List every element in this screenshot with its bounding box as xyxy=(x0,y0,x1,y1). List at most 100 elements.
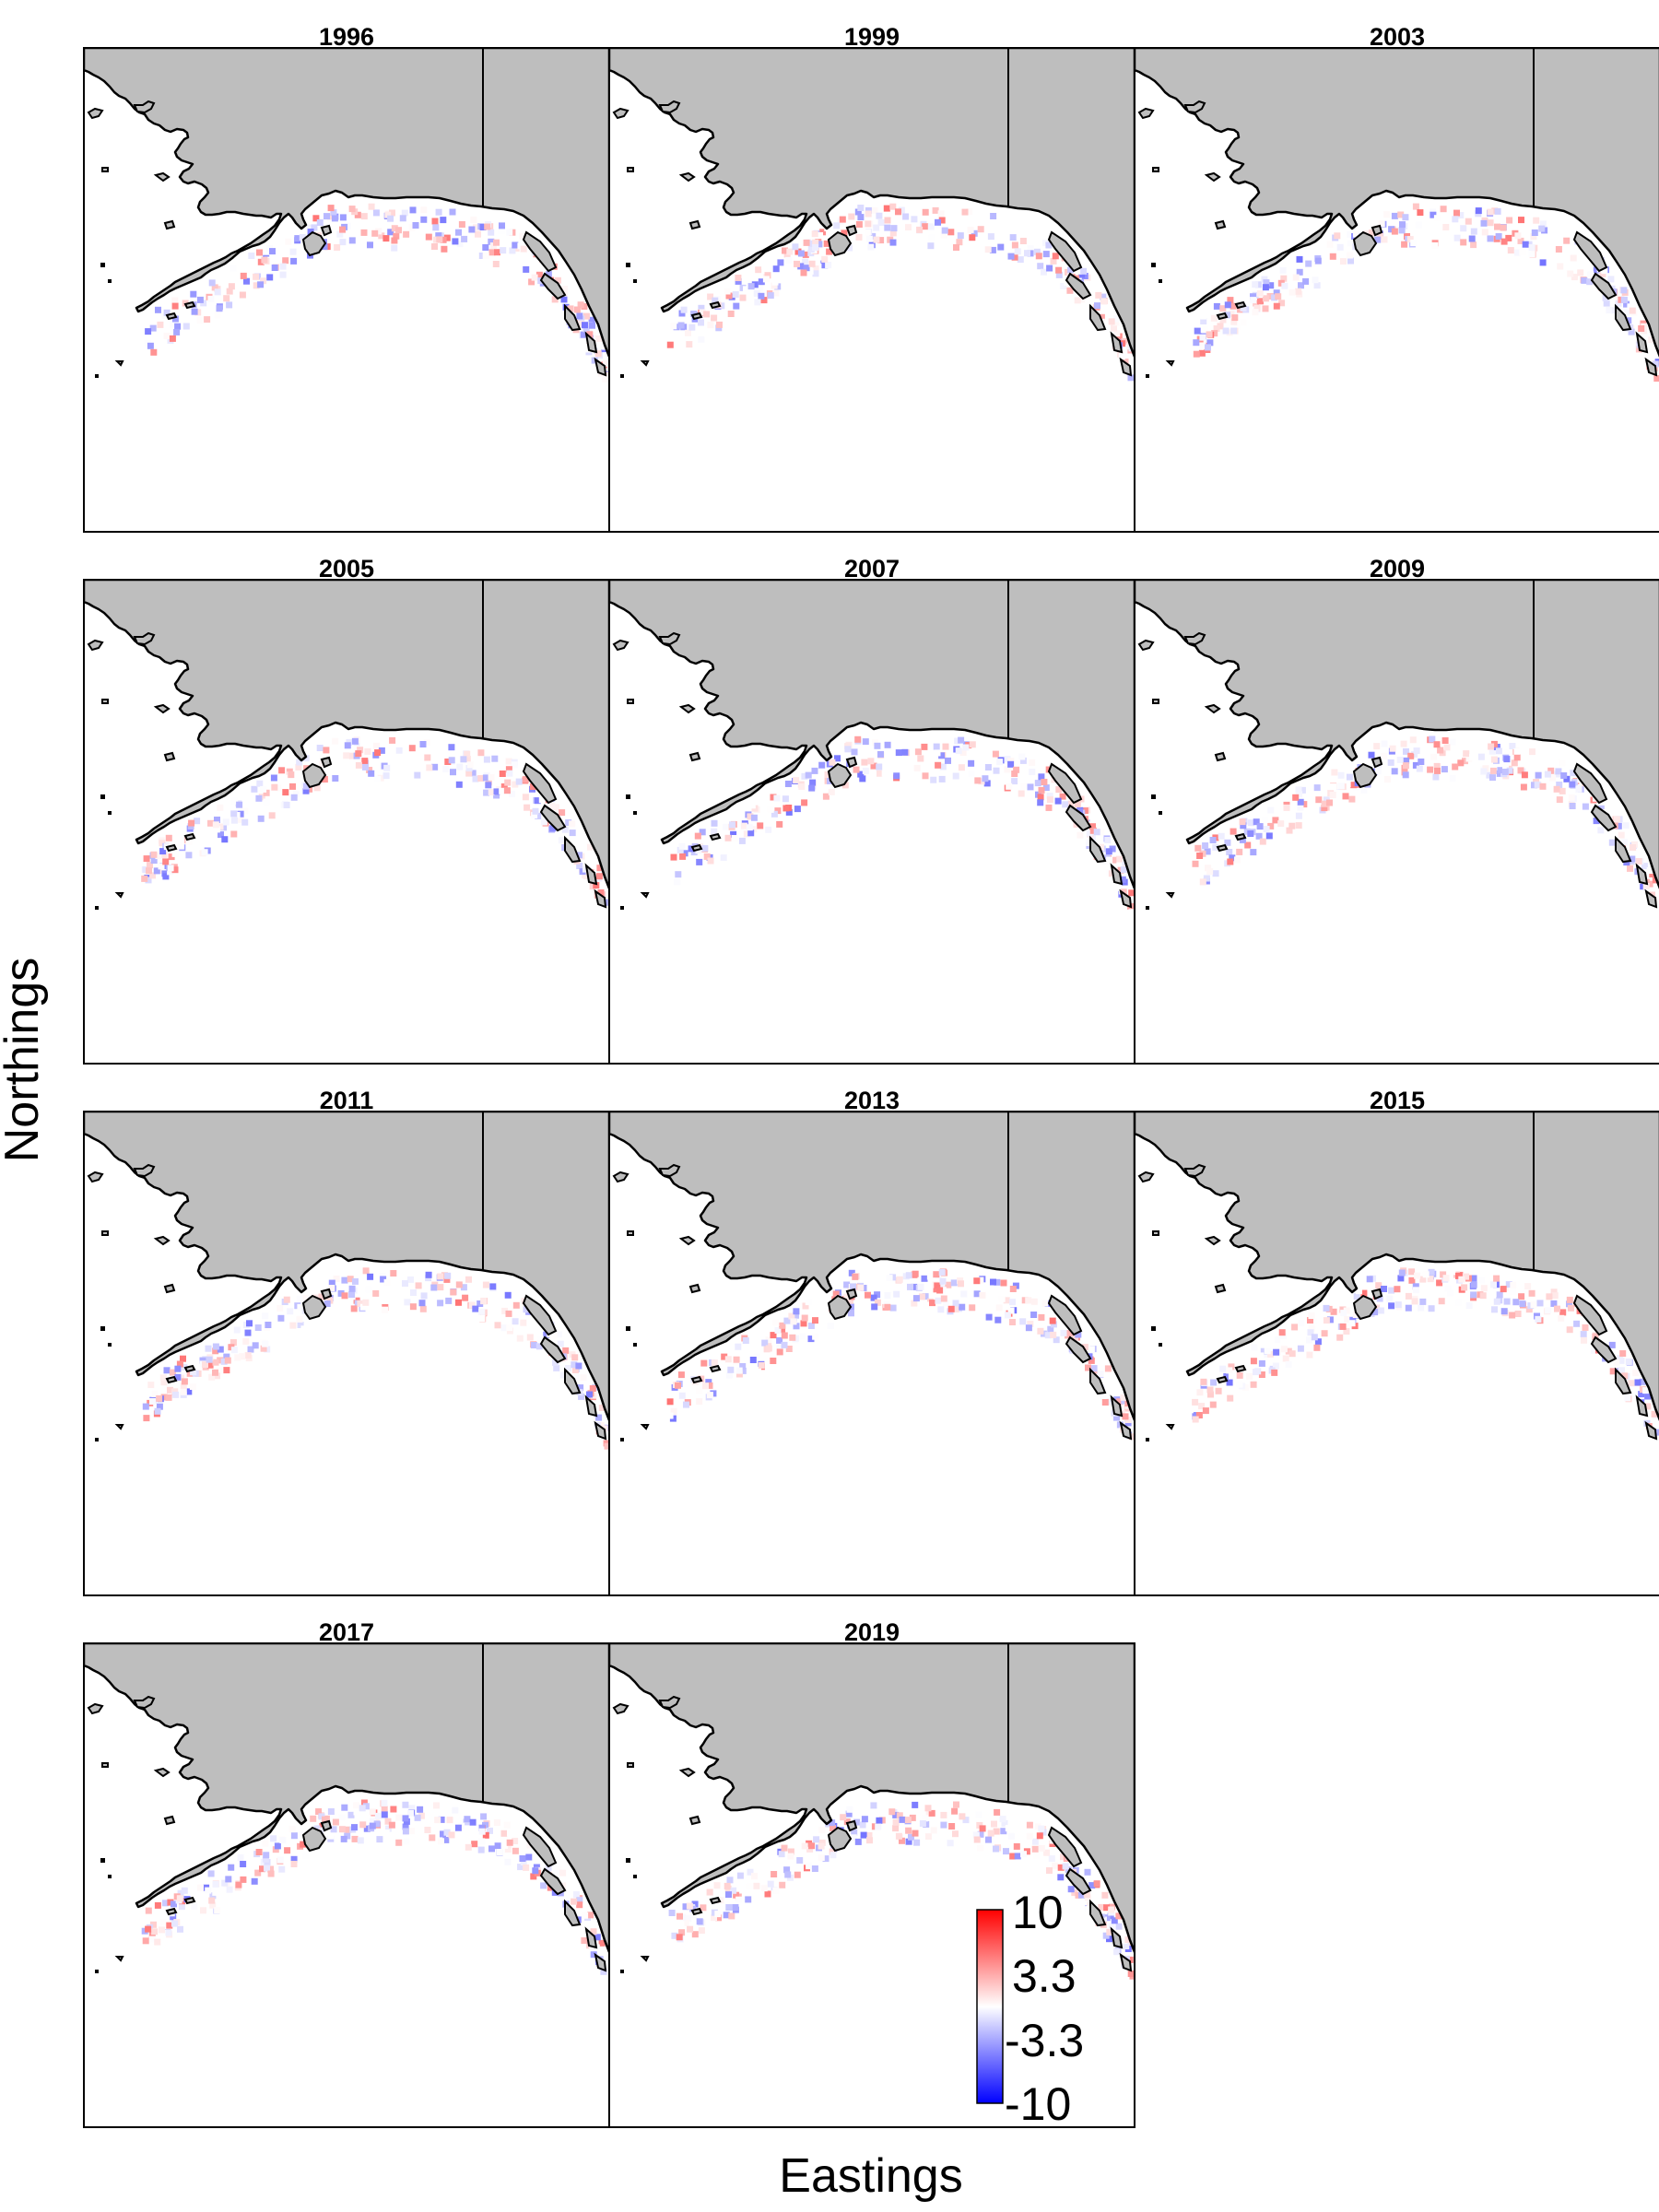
residual-cell xyxy=(1547,235,1555,242)
residual-cell xyxy=(597,1422,605,1430)
residual-cell xyxy=(1547,767,1555,774)
residual-cell xyxy=(292,791,300,798)
residual-cell xyxy=(813,1836,820,1843)
residual-cell xyxy=(151,1928,159,1936)
residual-cell xyxy=(458,221,465,228)
residual-cell xyxy=(395,1814,403,1821)
residual-cell xyxy=(1280,1332,1287,1339)
residual-cell xyxy=(770,794,777,801)
residual-cell xyxy=(1100,863,1108,870)
residual-cell xyxy=(1402,214,1409,221)
residual-cell xyxy=(448,1831,455,1839)
residual-cell xyxy=(240,1876,247,1883)
residual-cell xyxy=(1518,1293,1525,1300)
residual-cell xyxy=(1613,1359,1620,1366)
residual-cell xyxy=(1347,240,1354,247)
residual-cell xyxy=(1553,785,1560,793)
residual-cell xyxy=(165,834,172,841)
residual-cell xyxy=(165,1929,172,1936)
residual-cell xyxy=(1463,1273,1469,1280)
residual-cell xyxy=(1222,327,1230,335)
map-panel: 2005 xyxy=(83,555,610,1065)
residual-cell xyxy=(438,1838,444,1845)
residual-cell xyxy=(994,1316,1002,1324)
residual-cell xyxy=(731,835,738,841)
residual-cell xyxy=(395,1839,403,1846)
residual-cell xyxy=(1494,207,1501,215)
residual-cell xyxy=(1250,1381,1257,1388)
residual-cell xyxy=(1640,883,1647,890)
residual-cell xyxy=(1202,842,1209,849)
residual-cell xyxy=(1267,822,1275,830)
residual-cell xyxy=(1644,1403,1652,1410)
residual-cell xyxy=(947,1305,955,1312)
residual-cell xyxy=(1020,1851,1027,1858)
residual-cell xyxy=(922,223,929,230)
residual-cell xyxy=(1019,782,1027,790)
residual-cell xyxy=(324,1300,331,1307)
residual-cell xyxy=(571,1898,578,1905)
residual-cell xyxy=(717,1897,724,1904)
residual-cell xyxy=(254,1324,262,1331)
residual-cell xyxy=(751,1873,758,1880)
residual-cell xyxy=(143,855,150,863)
residual-cell xyxy=(200,1907,206,1914)
residual-cell xyxy=(991,1820,997,1828)
residual-cell xyxy=(229,1339,237,1347)
residual-cell xyxy=(160,1379,168,1386)
residual-cell xyxy=(691,1900,699,1908)
residual-cell xyxy=(1528,251,1535,258)
residual-cell xyxy=(851,748,858,756)
residual-cell xyxy=(555,1865,562,1873)
residual-cell xyxy=(893,772,900,780)
residual-cell xyxy=(794,806,801,813)
residual-cell xyxy=(488,249,496,256)
residual-cell xyxy=(1569,803,1576,809)
residual-cell xyxy=(1412,1283,1419,1290)
residual-cell xyxy=(1405,1304,1412,1312)
residual-cell xyxy=(488,773,495,781)
residual-cell xyxy=(1019,238,1027,244)
residual-cell xyxy=(226,1886,233,1893)
residual-cell xyxy=(170,1913,177,1921)
residual-cell xyxy=(935,756,943,763)
residual-cell xyxy=(1011,778,1018,785)
residual-cell xyxy=(862,767,869,774)
residual-cell xyxy=(750,826,758,833)
residual-cell xyxy=(174,1365,182,1372)
residual-cell xyxy=(711,819,718,827)
residual-cell xyxy=(1396,756,1404,763)
residual-cell xyxy=(216,305,223,312)
residual-cell xyxy=(1368,751,1375,759)
residual-cell xyxy=(1625,317,1632,324)
residual-cell xyxy=(353,1808,360,1816)
residual-cell xyxy=(747,813,754,820)
residual-cell xyxy=(279,263,287,270)
residual-cell xyxy=(1513,747,1521,755)
residual-cell xyxy=(1192,860,1199,867)
residual-cell xyxy=(147,862,153,869)
residual-cell xyxy=(540,1882,547,1889)
residual-cell xyxy=(1602,294,1609,301)
residual-cell xyxy=(1014,1853,1021,1860)
residual-cell xyxy=(1041,268,1047,276)
residual-cell xyxy=(553,804,559,811)
residual-cell xyxy=(372,1289,380,1297)
residual-cell xyxy=(216,1368,223,1375)
residual-cell xyxy=(535,1343,543,1350)
residual-cell xyxy=(180,1355,186,1362)
residual-cell xyxy=(1032,1852,1040,1859)
residual-cell xyxy=(571,1367,579,1373)
residual-cell xyxy=(1440,1271,1447,1278)
residual-cell xyxy=(765,826,772,833)
residual-cell xyxy=(1348,795,1356,803)
residual-cell xyxy=(762,276,770,283)
residual-cell xyxy=(1567,1304,1574,1312)
residual-cell xyxy=(1418,759,1425,765)
residual-cell xyxy=(1479,1292,1487,1300)
residual-cell xyxy=(959,1303,966,1311)
residual-cell xyxy=(1490,740,1498,747)
residual-cell xyxy=(1321,1330,1328,1337)
residual-cell xyxy=(985,1836,992,1843)
residual-cell xyxy=(390,1806,397,1813)
